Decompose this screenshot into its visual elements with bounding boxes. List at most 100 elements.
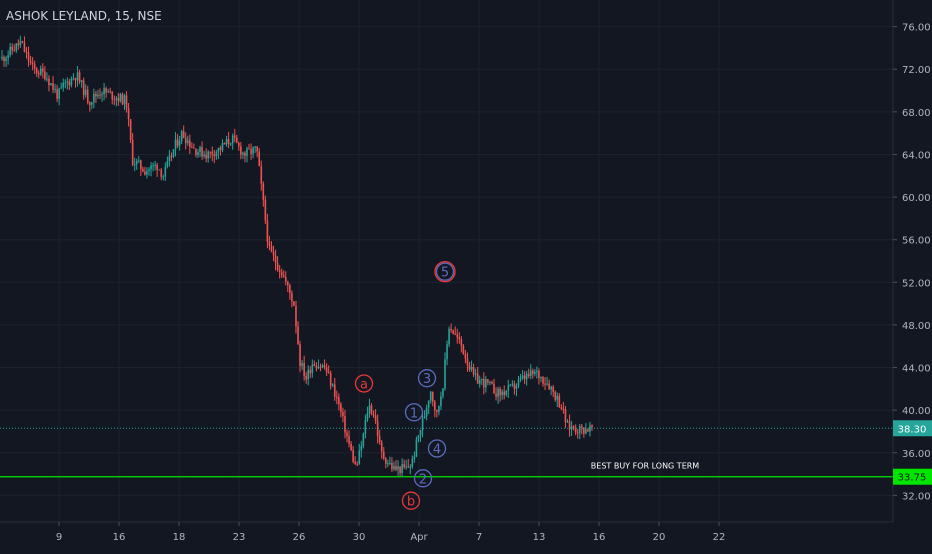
wave-label-1-circle	[404, 403, 424, 422]
candle-body	[15, 43, 18, 51]
candle-body	[534, 371, 536, 375]
time-tick-label: 7	[476, 532, 482, 543]
price-tick-label: 32.00	[902, 491, 931, 502]
candle-body	[372, 413, 375, 416]
candle-body	[474, 373, 477, 375]
time-tick-label: Apr	[410, 532, 428, 543]
candle-body	[315, 365, 318, 369]
candle-body	[11, 46, 14, 51]
candle-body	[58, 88, 60, 99]
candle-body	[554, 391, 557, 400]
candle-body	[562, 408, 565, 410]
candle-body	[68, 81, 71, 86]
candle-body	[409, 466, 412, 468]
candle-body	[395, 466, 397, 470]
candle-body	[260, 166, 263, 184]
candle-body	[254, 146, 256, 148]
candle-body	[248, 148, 250, 150]
price-tick-label: 52.00	[902, 278, 931, 289]
candle-body	[346, 432, 348, 437]
candle-body	[54, 89, 56, 91]
candle-body	[436, 410, 438, 412]
candle-body	[280, 272, 283, 276]
candle-body	[305, 375, 307, 380]
time-axis[interactable]: 9 16 18 23 26 30 Apr 7 13 16 20 22	[56, 522, 726, 543]
candle-body	[303, 363, 305, 376]
candle-body	[434, 401, 436, 411]
candle-body	[195, 148, 197, 155]
last-price-tag	[893, 420, 932, 437]
candle-body	[203, 154, 205, 157]
candle-body	[3, 56, 5, 62]
time-tick-label: 20	[653, 532, 666, 543]
candle-body	[327, 372, 330, 374]
support-annotation: BEST BUY FOR LONG TERM	[591, 462, 700, 471]
candle-body	[295, 305, 297, 327]
candle-body	[264, 199, 267, 221]
candle-body	[338, 397, 340, 405]
wave-label-3: 3	[423, 372, 431, 387]
candle-body	[478, 379, 481, 384]
candle-body	[186, 140, 189, 144]
support-price-tag	[893, 468, 932, 485]
candle-body	[76, 72, 79, 81]
candle-body	[485, 379, 487, 388]
candle-body	[29, 60, 32, 63]
candle-body	[487, 379, 489, 383]
candle-body	[521, 375, 524, 378]
candle-body	[115, 97, 118, 100]
candle-body	[350, 443, 352, 451]
candle-body	[460, 339, 463, 346]
candle-body	[444, 359, 446, 389]
chart-title: ASHOK LEYLAND, 15, NSE	[6, 9, 162, 23]
price-axis[interactable]: 76.00 72.00 68.00 64.00 60.00 56.00 52.00 48.00…	[893, 23, 931, 503]
candle-body	[235, 137, 238, 143]
candle-body	[156, 164, 158, 170]
candle-body	[413, 456, 416, 459]
candle-body	[199, 146, 201, 153]
time-tick-label: 18	[173, 532, 186, 543]
candle-body	[389, 462, 391, 464]
wave-label-3-circle	[417, 369, 437, 388]
candle-body	[391, 462, 393, 470]
candle-body	[278, 270, 281, 273]
candle-body	[140, 160, 142, 169]
candle-body	[370, 405, 373, 414]
wave-label-1: 1	[410, 406, 418, 421]
wave-label-2-circle	[413, 469, 433, 488]
candle-body	[507, 385, 510, 391]
candle-body	[266, 220, 269, 242]
candle-body	[519, 377, 522, 380]
price-tick-label: 64.00	[902, 150, 931, 161]
time-tick-label: 30	[353, 532, 366, 543]
candle-body	[180, 131, 183, 141]
candle-body	[78, 72, 81, 82]
candle-body	[178, 140, 181, 146]
candle-body	[101, 94, 103, 96]
candle-body	[137, 160, 140, 162]
time-tick-label: 13	[533, 532, 546, 543]
candle-body	[387, 463, 389, 465]
candle-body	[442, 388, 444, 397]
time-tick-label: 22	[713, 532, 726, 543]
candle-body	[368, 405, 371, 413]
candle-body	[446, 344, 448, 360]
candle-body	[319, 366, 322, 368]
price-tick-label: 44.00	[902, 364, 931, 375]
candle-body	[589, 425, 591, 432]
wave-label-b: b	[407, 495, 415, 510]
candle-body	[182, 131, 185, 139]
candle-body	[333, 384, 336, 397]
candle-body	[393, 466, 395, 470]
candle-body	[211, 151, 214, 155]
candle-body	[113, 99, 116, 101]
support-price-label: 33.75	[898, 473, 927, 484]
time-tick-label: 26	[293, 532, 306, 543]
candle-body	[56, 89, 58, 99]
time-tick-label: 23	[233, 532, 246, 543]
candle-body	[570, 426, 573, 430]
candle-body	[44, 71, 46, 80]
